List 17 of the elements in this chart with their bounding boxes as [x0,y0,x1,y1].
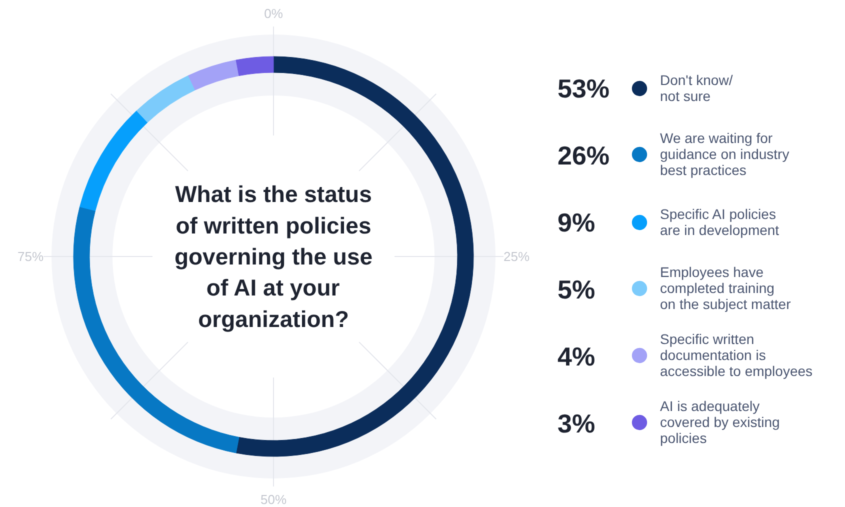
text: 25% [503,249,530,264]
text: What is the status of written policies governing the use of AI at your organization? [174,181,373,332]
data-label: 26% [558,140,610,170]
legend-label: We are waiting for guidance on industry best practices [660,130,790,178]
data-label: 5% [558,274,596,304]
data-label: 53% [558,74,610,104]
text: 50% [260,492,287,507]
legend-label: Employees have completed training on the subject matter [660,264,791,312]
data-label: 4% [558,342,596,372]
data-label: 3% [558,408,596,438]
legend-label: Specific AI policies are in development [660,206,780,238]
text: 75% [17,249,44,264]
data-label: 9% [558,208,596,238]
legend-label: Don't know/ not sure [660,72,733,104]
text: 0% [264,6,284,21]
legend-label: Specific written documentation is accessible to employees [660,331,813,380]
legend-label: AI is adequately covered by existing policies [660,398,780,446]
